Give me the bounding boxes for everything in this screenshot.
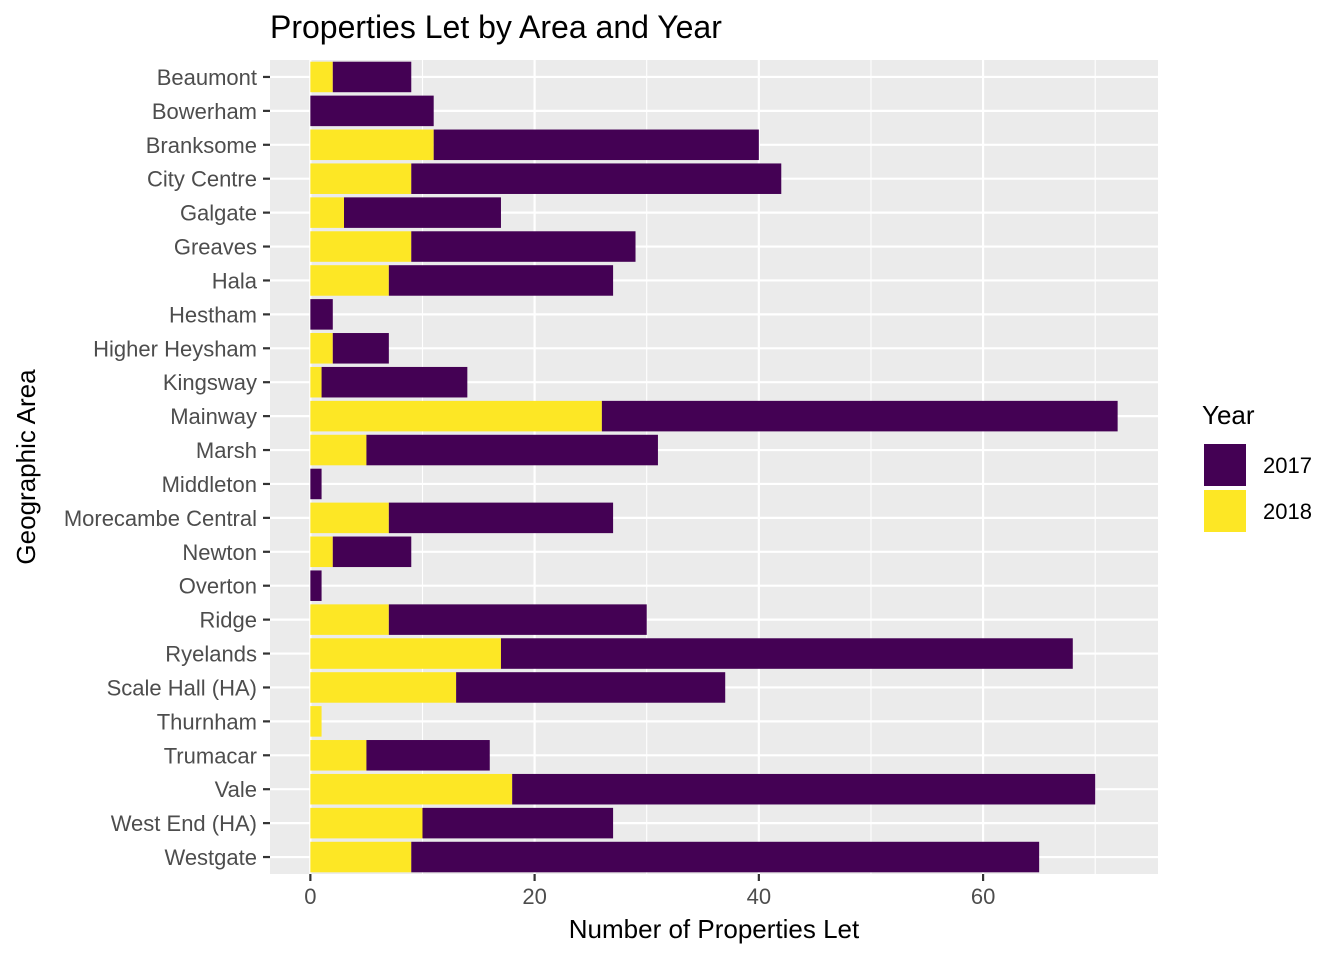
bar-2017 (411, 163, 782, 194)
y-tick-label: Beaumont (157, 65, 257, 90)
bar-2017 (388, 502, 614, 534)
legend-title: Year (1202, 400, 1255, 430)
y-tick-label: Overton (179, 574, 257, 599)
bar-2018 (310, 672, 457, 703)
bar-2017 (456, 672, 726, 703)
bar-2017 (411, 231, 636, 262)
bar-2017 (422, 807, 614, 839)
x-tick-label: 60 (971, 884, 995, 909)
bar-2017 (366, 740, 490, 771)
legend-label-2017: 2017 (1263, 453, 1312, 478)
bar-2018 (310, 706, 322, 737)
bar-2018 (310, 163, 412, 194)
bar-2018 (310, 638, 501, 669)
x-tick-label: 20 (522, 884, 546, 909)
bar-2017 (433, 129, 759, 161)
bar-2017 (366, 434, 658, 466)
y-tick-label: Newton (182, 540, 257, 565)
bar-2017 (332, 333, 389, 364)
bar-2018 (310, 502, 389, 534)
bar-2018 (310, 61, 333, 93)
plot-panel (270, 60, 1158, 874)
bar-2018 (310, 604, 389, 635)
bar-2018 (310, 129, 434, 161)
chart-title: Properties Let by Area and Year (270, 9, 722, 45)
bar-2018 (310, 265, 389, 296)
legend: Year 2017 2018 (1202, 400, 1312, 532)
y-tick-label: Morecambe Central (64, 506, 257, 531)
bar-2017 (310, 95, 434, 127)
x-axis-label: Number of Properties Let (569, 914, 860, 944)
bar-2017 (388, 265, 614, 296)
y-axis-label: Geographic Area (11, 369, 41, 565)
legend-label-2018: 2018 (1263, 499, 1312, 524)
bar-2017 (332, 61, 412, 93)
bar-2017 (310, 468, 322, 500)
bar-2018 (310, 841, 412, 873)
y-tick-label: City Centre (147, 167, 257, 192)
x-tick-label: 0 (304, 884, 316, 909)
bar-2017 (344, 197, 501, 228)
y-tick-label: Higher Heysham (93, 336, 257, 361)
y-axis: Beaumont Bowerham Branksome City Centre Galg… (64, 65, 270, 870)
y-tick-label: Middleton (162, 472, 257, 497)
x-tick-label: 40 (747, 884, 771, 909)
y-tick-label: Kingsway (163, 370, 257, 395)
y-tick-label: Thurnham (157, 709, 257, 734)
y-tick-label: West End (HA) (111, 811, 257, 836)
y-tick-label: Marsh (196, 438, 257, 463)
bar-2017 (512, 773, 1096, 805)
y-tick-label: Ryelands (165, 642, 257, 667)
bar-2017 (310, 570, 322, 601)
bar-2018 (310, 400, 602, 432)
bar-2018 (310, 434, 367, 466)
bar-2018 (310, 231, 412, 262)
y-tick-label: Branksome (146, 133, 257, 158)
x-axis: 0 20 40 60 (304, 874, 995, 909)
bar-2018 (310, 536, 333, 568)
bar-2017 (500, 638, 1073, 669)
grid-minor (421, 60, 1096, 874)
bar-2018 (310, 366, 322, 398)
y-tick-label: Galgate (180, 201, 257, 226)
bar-2017 (388, 604, 647, 635)
bars (310, 61, 1118, 873)
bar-2018 (310, 773, 513, 805)
y-tick-label: Hala (212, 268, 258, 293)
y-tick-label: Trumacar (164, 743, 257, 768)
bar-2017 (601, 400, 1118, 432)
y-tick-label: Westgate (164, 845, 257, 870)
y-tick-label: Hestham (169, 302, 257, 327)
bar-2018 (310, 807, 423, 839)
y-tick-label: Mainway (170, 404, 257, 429)
bar-2018 (310, 333, 333, 364)
bar-2017 (411, 841, 1040, 873)
bar-2018 (310, 740, 367, 771)
y-tick-label: Vale (215, 777, 257, 802)
legend-swatch-2017 (1204, 444, 1246, 486)
y-tick-label: Bowerham (152, 99, 257, 124)
legend-swatch-2018 (1204, 490, 1246, 532)
bar-2017 (332, 536, 412, 568)
bar-2018 (310, 197, 344, 228)
y-tick-label: Scale Hall (HA) (107, 675, 257, 700)
bar-2017 (321, 366, 468, 398)
y-tick-label: Ridge (200, 608, 257, 633)
y-tick-label: Greaves (174, 235, 257, 260)
bar-2017 (310, 299, 333, 330)
